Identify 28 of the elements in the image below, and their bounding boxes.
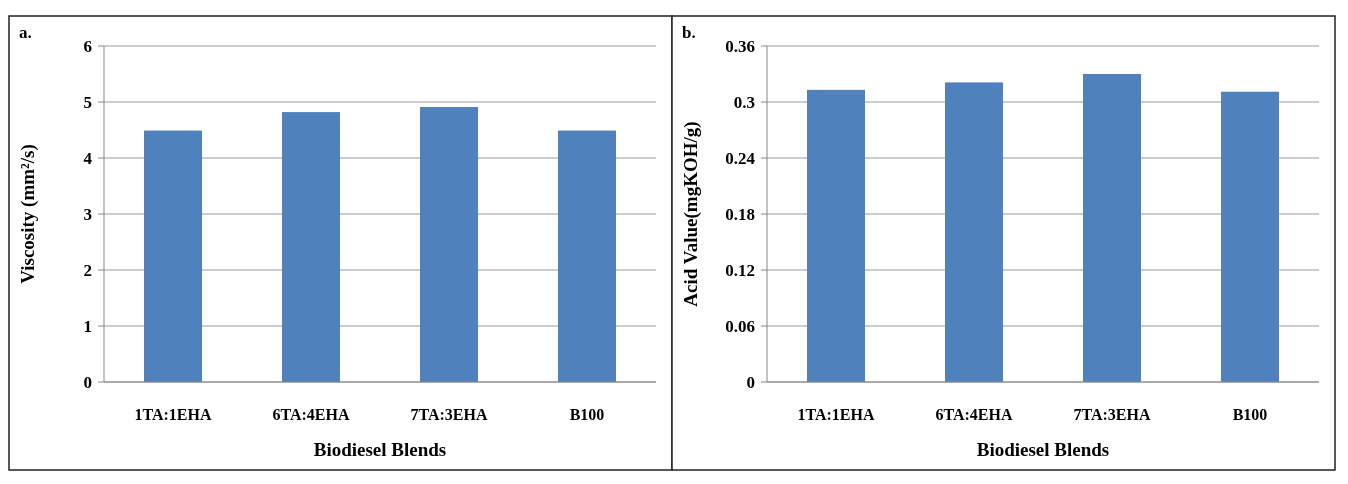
y-axis-title: Acid Value(mgKOH/g) [680,121,702,307]
y-tick-label: 6 [83,36,92,56]
y-tick-label: 5 [83,92,92,112]
x-tick-label: 1TA:1EHA [134,406,212,423]
x-tick-label: 6TA:4EHA [935,406,1013,423]
y-tick-label: 1 [83,316,92,336]
y-tick-label: 0.12 [725,260,755,280]
x-tick-label: 7TA:3EHA [1073,406,1151,423]
x-axis-title: Biodiesel Blends [976,439,1110,460]
x-tick-label: B100 [1232,406,1268,423]
y-tick-label: 3 [83,204,92,224]
x-tick-label: 1TA:1EHA [797,406,875,423]
x-tick-label: B100 [569,406,605,423]
y-tick-label: 0.3 [733,92,755,112]
y-tick-label: 0 [83,372,92,392]
y-tick-label: 4 [83,148,93,168]
text: a. [19,23,32,42]
x-axis-title: Biodiesel Blends [313,439,447,460]
y-axis-title: Viscosity (mm²/s) [17,144,39,284]
y-tick-label: 0.24 [725,148,756,168]
y-tick-label: 0.06 [725,316,755,336]
x-tick-label: 7TA:3EHA [410,406,488,423]
y-tick-label: 0 [746,372,755,392]
y-tick-label: 0.36 [725,36,755,56]
text: b. [682,23,696,42]
y-tick-label: 2 [83,260,92,280]
y-tick-label: 0.18 [725,204,755,224]
x-tick-label: 6TA:4EHA [272,406,350,423]
